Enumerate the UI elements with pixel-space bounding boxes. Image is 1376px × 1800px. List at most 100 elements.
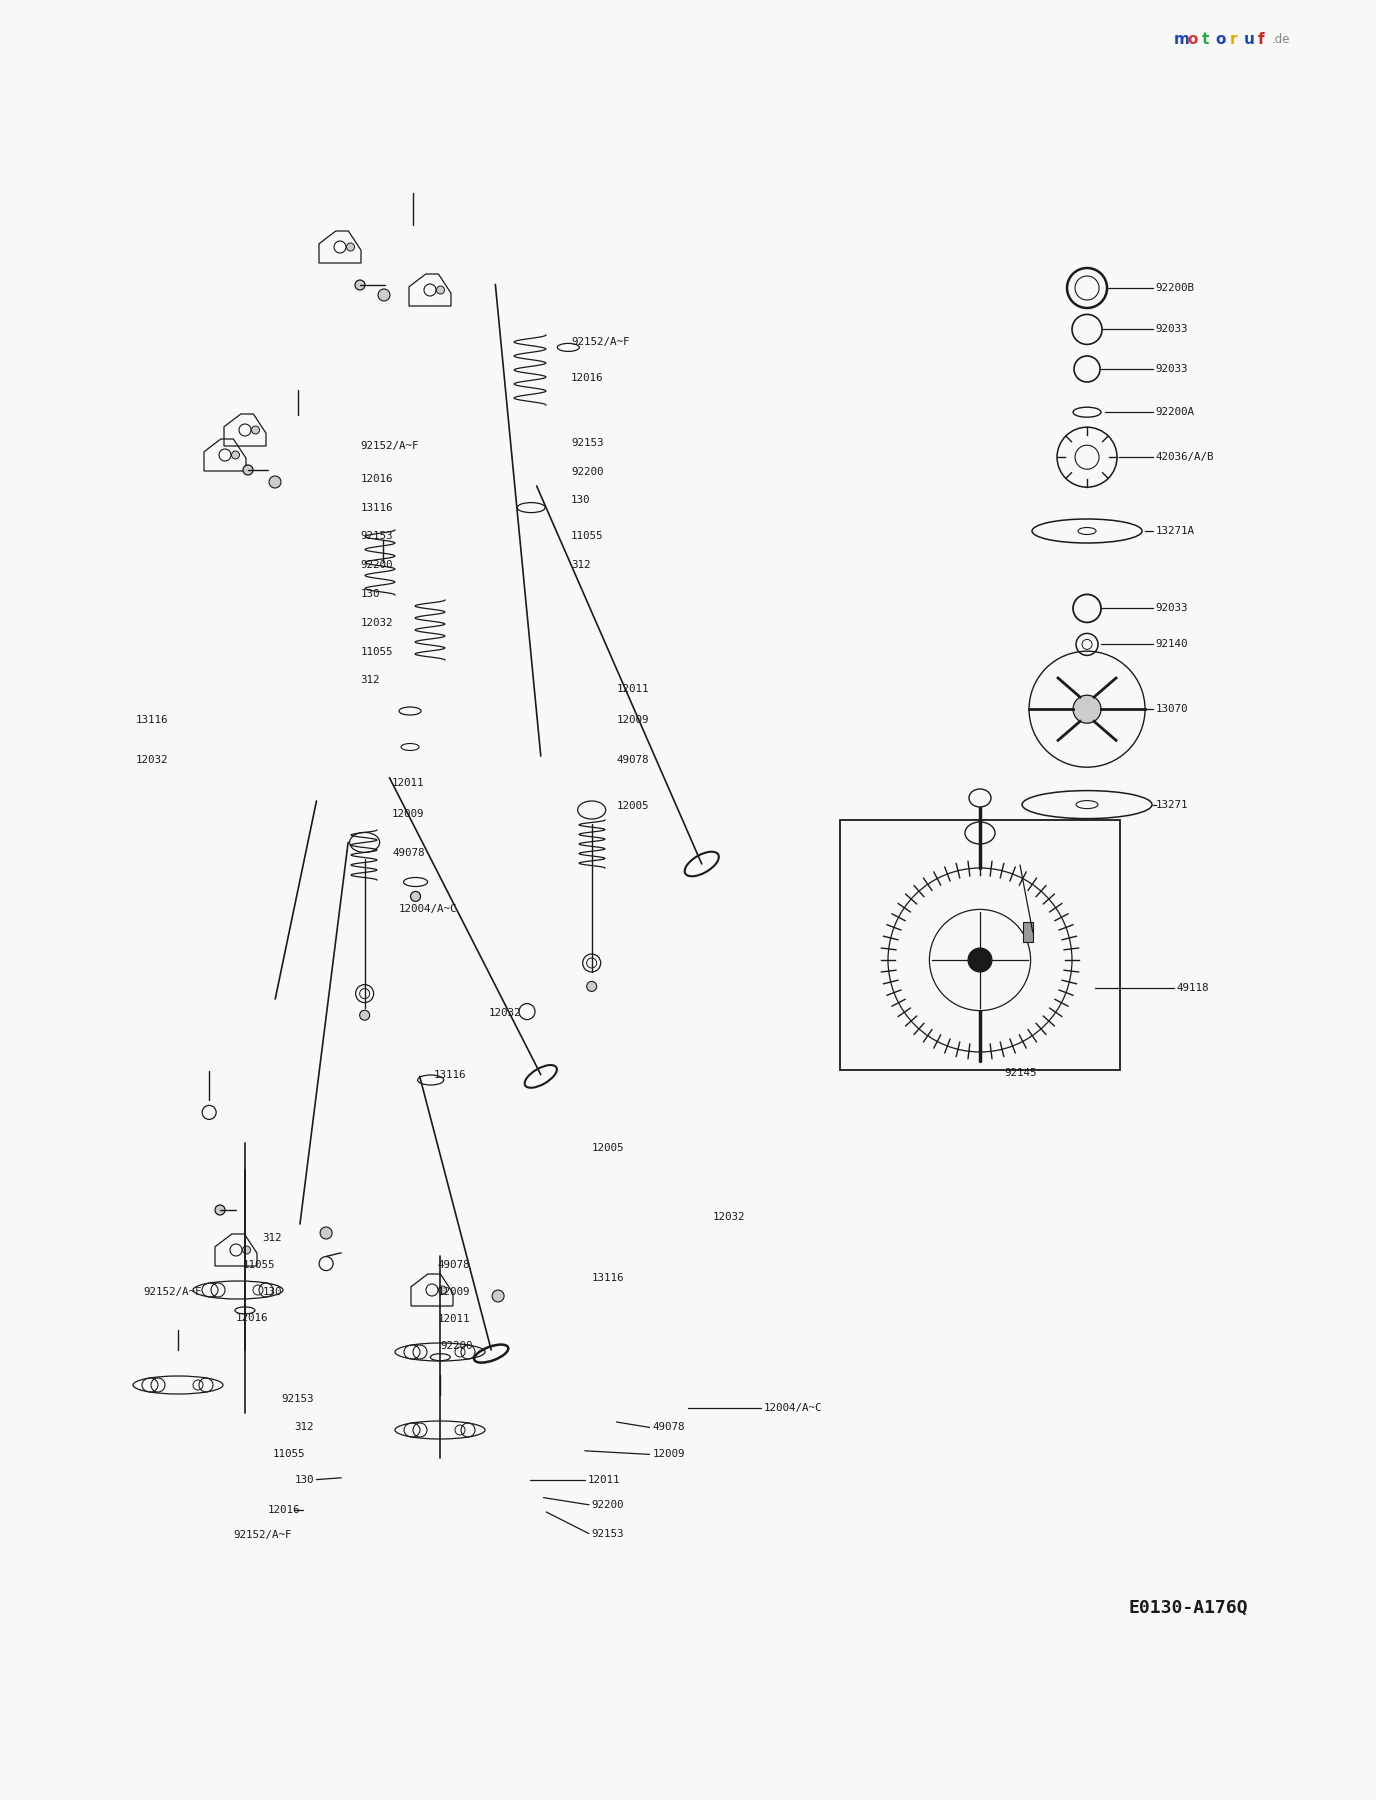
Text: o: o	[1187, 32, 1198, 47]
Circle shape	[347, 243, 355, 250]
Text: 12004/A~C: 12004/A~C	[399, 904, 458, 914]
Text: 130: 130	[361, 589, 380, 599]
Text: f: f	[1258, 32, 1265, 47]
Circle shape	[378, 290, 389, 301]
Text: 13116: 13116	[361, 502, 394, 513]
Circle shape	[427, 1283, 438, 1296]
Text: 13116: 13116	[592, 1273, 625, 1283]
Text: 92200: 92200	[440, 1341, 473, 1352]
Circle shape	[334, 241, 345, 254]
Text: 11055: 11055	[361, 646, 394, 657]
Text: .de: .de	[1271, 32, 1291, 47]
Circle shape	[242, 1246, 250, 1255]
Text: 49078: 49078	[438, 1260, 471, 1271]
Circle shape	[244, 464, 253, 475]
Text: 13271A: 13271A	[1156, 526, 1194, 536]
Text: 13116: 13116	[433, 1069, 466, 1080]
Text: 11055: 11055	[272, 1449, 305, 1460]
Text: m: m	[1174, 32, 1190, 47]
Circle shape	[1082, 639, 1093, 650]
Text: 49078: 49078	[652, 1422, 685, 1433]
Text: 13070: 13070	[1156, 704, 1189, 715]
Text: 49118: 49118	[1176, 983, 1210, 994]
Text: E0130-A176Q: E0130-A176Q	[1128, 1598, 1248, 1616]
Circle shape	[967, 949, 992, 972]
Text: 12005: 12005	[592, 1143, 625, 1154]
Circle shape	[321, 1228, 332, 1238]
Text: 13271: 13271	[1156, 799, 1189, 810]
Circle shape	[215, 1204, 226, 1215]
Circle shape	[424, 284, 436, 295]
Text: 12016: 12016	[267, 1505, 300, 1516]
Text: 12016: 12016	[235, 1312, 268, 1323]
Circle shape	[230, 1244, 242, 1256]
Text: 12016: 12016	[361, 473, 394, 484]
Text: 12032: 12032	[361, 617, 394, 628]
Text: 92033: 92033	[1156, 364, 1189, 374]
Text: 92153: 92153	[361, 531, 394, 542]
Text: 92153: 92153	[281, 1393, 314, 1404]
Text: 12011: 12011	[438, 1314, 471, 1325]
Text: 12009: 12009	[616, 715, 649, 725]
Circle shape	[1073, 695, 1101, 724]
Circle shape	[231, 452, 239, 459]
Circle shape	[359, 1010, 370, 1021]
Text: 92152/A~F: 92152/A~F	[233, 1530, 292, 1541]
Text: 12032: 12032	[135, 754, 168, 765]
Text: 312: 312	[361, 675, 380, 686]
Text: 92033: 92033	[1156, 603, 1189, 614]
Circle shape	[219, 448, 231, 461]
Text: 312: 312	[263, 1233, 282, 1244]
Text: 92153: 92153	[592, 1528, 625, 1539]
Circle shape	[436, 286, 444, 293]
Text: 12009: 12009	[438, 1287, 471, 1298]
Text: 92033: 92033	[1156, 324, 1189, 335]
Text: 92140: 92140	[1156, 639, 1189, 650]
Text: 12009: 12009	[652, 1449, 685, 1460]
Text: 130: 130	[571, 495, 590, 506]
Circle shape	[252, 427, 260, 434]
Text: 92200: 92200	[361, 560, 394, 571]
Bar	[839, 821, 1120, 1069]
Text: 12011: 12011	[588, 1474, 621, 1485]
Text: r: r	[1230, 32, 1237, 47]
Text: 92152/A~F: 92152/A~F	[571, 337, 630, 347]
Circle shape	[268, 475, 281, 488]
Text: 49078: 49078	[392, 848, 425, 859]
Text: 92200A: 92200A	[1156, 407, 1194, 418]
Text: 13116: 13116	[135, 715, 168, 725]
Bar	[1022, 922, 1033, 943]
Text: 42036/A/B: 42036/A/B	[1156, 452, 1215, 463]
Text: 312: 312	[571, 560, 590, 571]
Text: 92200B: 92200B	[1156, 283, 1194, 293]
Text: t: t	[1201, 32, 1210, 47]
Text: 12032: 12032	[488, 1008, 522, 1019]
Circle shape	[410, 891, 421, 902]
Text: 312: 312	[294, 1422, 314, 1433]
Circle shape	[439, 1285, 446, 1294]
Text: 12009: 12009	[392, 808, 425, 819]
Circle shape	[239, 425, 250, 436]
Text: 12032: 12032	[713, 1211, 746, 1222]
Text: 130: 130	[263, 1287, 282, 1298]
Circle shape	[493, 1291, 504, 1301]
Circle shape	[586, 981, 597, 992]
Text: 12011: 12011	[616, 684, 649, 695]
Text: 92200: 92200	[571, 466, 604, 477]
Text: 12004/A~C: 12004/A~C	[764, 1402, 823, 1413]
Text: u: u	[1244, 32, 1255, 47]
Text: 92152/A~F: 92152/A~F	[361, 441, 420, 452]
Text: 12011: 12011	[392, 778, 425, 788]
Text: 12005: 12005	[616, 801, 649, 812]
Text: 92152/A~F: 92152/A~F	[143, 1287, 202, 1298]
Text: 92153: 92153	[571, 437, 604, 448]
Text: 92145: 92145	[1004, 1067, 1038, 1078]
Circle shape	[355, 281, 365, 290]
Text: 11055: 11055	[242, 1260, 275, 1271]
Text: 92200: 92200	[592, 1499, 625, 1510]
Text: 12016: 12016	[571, 373, 604, 383]
Text: 130: 130	[294, 1474, 314, 1485]
Text: o: o	[1216, 32, 1226, 47]
Text: 49078: 49078	[616, 754, 649, 765]
Text: 11055: 11055	[571, 531, 604, 542]
